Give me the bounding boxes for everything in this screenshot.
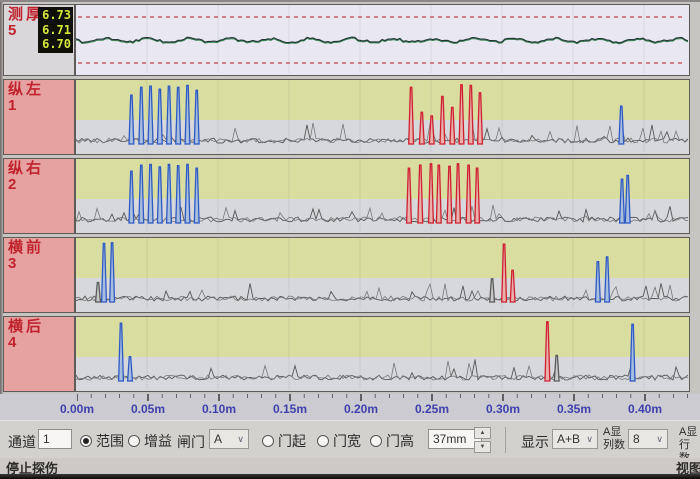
radio-gate-height-circle[interactable] — [370, 435, 382, 447]
channel-4-waveform — [76, 317, 688, 389]
channel-3-label-block: 横前 3 — [4, 238, 76, 312]
radio-gain[interactable]: 增益 — [128, 431, 172, 451]
radio-gain-circle[interactable] — [128, 435, 140, 447]
radio-gate-width-label: 门宽 — [333, 433, 361, 449]
display-select-value: A+B — [557, 432, 581, 446]
thickness-reading-max: 6.73 — [42, 8, 71, 22]
channel-3-waveform — [76, 238, 688, 310]
x-tick-0.35m: 0.35m — [556, 402, 592, 416]
status-stop-inspection[interactable]: 停止探伤 — [6, 461, 59, 476]
thickness-reading-mid: 6.71 — [42, 22, 71, 37]
channel-2-label-block: 纵右 2 — [4, 159, 76, 233]
thickness-waveform — [76, 5, 688, 73]
thickness-label-block: 测厚 5 6.73 6.71 6.70 — [4, 5, 76, 75]
x-tick-0.20m: 0.20m — [343, 402, 379, 416]
radio-gate-start-circle[interactable] — [262, 435, 274, 447]
toolbar-divider — [505, 427, 506, 453]
a-display-columns-select[interactable]: 8 ∨ — [628, 429, 668, 449]
radio-gate-width[interactable]: 门宽 — [317, 431, 361, 451]
gate-select-value: A — [214, 432, 223, 446]
thickness-channel-number: 5 — [8, 22, 17, 39]
radio-gate-width-circle[interactable] — [317, 435, 329, 447]
channel-input[interactable] — [38, 429, 72, 449]
channel-3-number: 3 — [8, 255, 17, 272]
value-stepper: ▲ ▼ — [474, 427, 491, 453]
radio-gate-start[interactable]: 门起 — [262, 431, 306, 451]
a-display-columns-label: A显 列数 — [603, 426, 625, 451]
radio-range-circle[interactable] — [80, 435, 92, 447]
channel-1-label-block: 纵左 1 — [4, 80, 76, 154]
channel-1-waveform — [76, 80, 688, 152]
radio-gate-height-label: 门高 — [386, 433, 414, 449]
channel-4-waveform-panel — [76, 317, 689, 391]
channel-4-label-block: 横后 4 — [4, 317, 76, 391]
x-axis: 0.00m 0.05m 0.10m 0.15m 0.20m 0.25m 0.30… — [0, 394, 700, 420]
display-label: 显示 — [521, 434, 549, 450]
radio-gate-start-label: 门起 — [278, 433, 306, 449]
channel-row-2: 纵右 2 — [3, 158, 690, 234]
stepper-down-button[interactable]: ▼ — [474, 441, 491, 453]
channel-row-1: 纵左 1 — [3, 79, 690, 155]
status-bar: 停止探伤 视图 — [0, 458, 700, 476]
channel-1-label: 纵左 — [8, 81, 45, 98]
radio-gain-label: 增益 — [144, 433, 172, 449]
thickness-row: 测厚 5 6.73 6.71 6.70 — [3, 4, 690, 76]
x-tick-0.15m: 0.15m — [272, 402, 308, 416]
channel-3-label: 横前 — [8, 239, 45, 256]
x-tick-0.00m: 0.00m — [59, 402, 95, 416]
chevron-down-icon: ∨ — [586, 433, 593, 444]
radio-range[interactable]: 范围 — [80, 431, 124, 451]
x-tick-0.30m: 0.30m — [485, 402, 521, 416]
channel-2-number: 2 — [8, 176, 17, 193]
channel-label: 通道 — [8, 434, 36, 450]
channel-row-3: 横前 3 — [3, 237, 690, 313]
channel-row-4: 横后 4 — [3, 316, 690, 392]
channel-1-number: 1 — [8, 97, 17, 114]
status-view[interactable]: 视图 — [676, 461, 700, 476]
x-tick-0.40m: 0.40m — [627, 402, 663, 416]
thickness-readings-box: 6.73 6.71 6.70 — [38, 7, 73, 53]
toolbar: 通道 范围 增益 闸门 A ∨ 门起 门宽 门高 ▲ — [0, 420, 700, 464]
radio-gate-height[interactable]: 门高 — [370, 431, 414, 451]
x-tick-0.10m: 0.10m — [201, 402, 237, 416]
channel-1-waveform-panel — [76, 80, 689, 154]
thickness-label: 测厚 — [8, 6, 45, 23]
thickness-reading-min: 6.70 — [42, 37, 71, 51]
gate-width-input[interactable] — [428, 429, 482, 449]
thickness-waveform-panel — [76, 5, 689, 75]
chevron-down-icon: ∨ — [237, 433, 244, 444]
gate-select[interactable]: A ∨ — [209, 429, 249, 449]
channel-3-waveform-panel — [76, 238, 689, 312]
channel-2-waveform — [76, 159, 688, 231]
radio-range-label: 范围 — [96, 433, 124, 449]
channel-4-label: 横后 — [8, 318, 45, 335]
stepper-up-button[interactable]: ▲ — [474, 427, 491, 439]
screen-left-edge — [0, 2, 3, 474]
display-select[interactable]: A+B ∨ — [552, 429, 598, 449]
channel-4-number: 4 — [8, 334, 17, 351]
a-display-columns-value: 8 — [633, 432, 640, 446]
x-axis-ticks — [77, 394, 688, 401]
chevron-down-icon: ∨ — [656, 433, 663, 444]
x-tick-0.05m: 0.05m — [130, 402, 166, 416]
channel-2-waveform-panel — [76, 159, 689, 233]
x-tick-0.25m: 0.25m — [414, 402, 450, 416]
gate-label: 闸门 — [177, 434, 205, 450]
channel-2-label: 纵右 — [8, 160, 45, 177]
